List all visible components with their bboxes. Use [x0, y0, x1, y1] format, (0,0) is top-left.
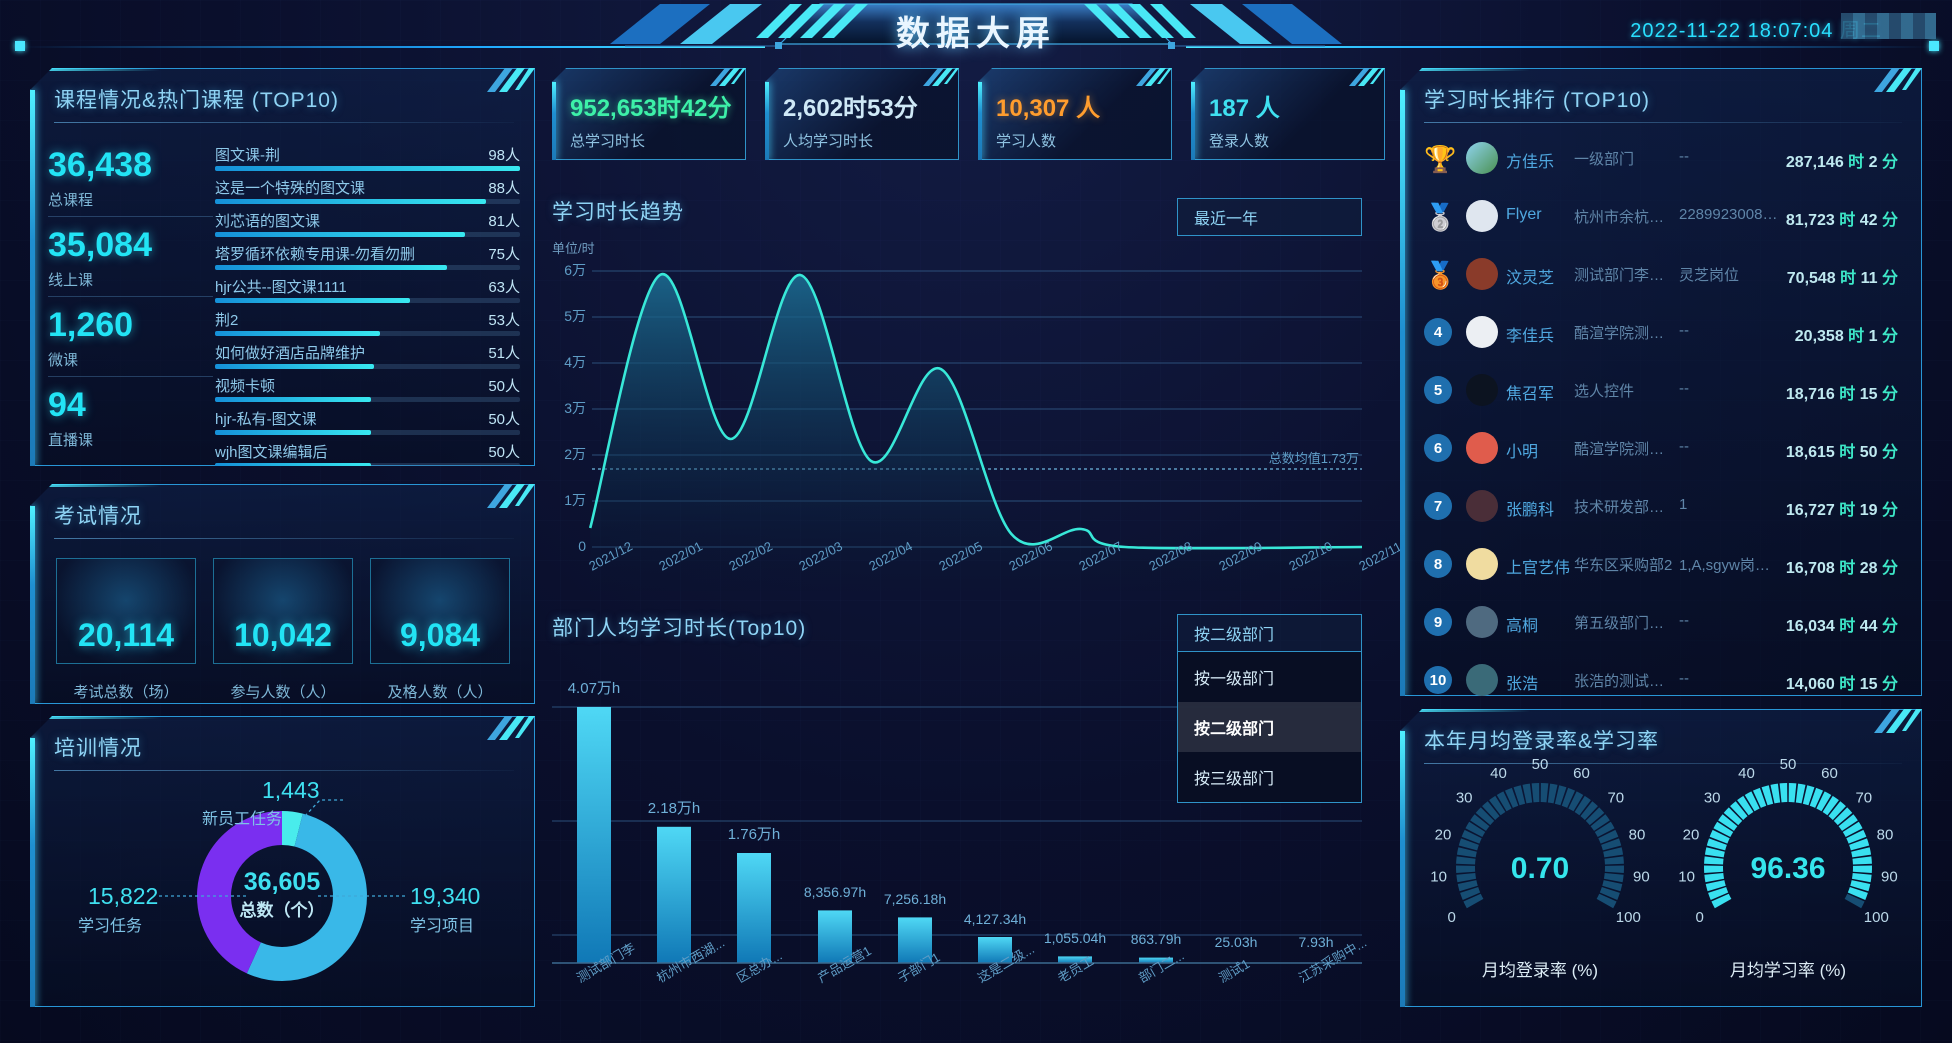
svg-text:96.36: 96.36: [1750, 852, 1825, 885]
svg-text:30: 30: [1456, 790, 1473, 807]
svg-text:30: 30: [1704, 790, 1721, 807]
svg-text:2.18万h: 2.18万h: [648, 800, 701, 817]
svg-text:70: 70: [1607, 790, 1624, 807]
svg-text:25.03h: 25.03h: [1215, 934, 1258, 950]
svg-text:1,443: 1,443: [262, 777, 320, 803]
svg-text:1.76万h: 1.76万h: [728, 826, 781, 843]
svg-text:4,127.34h: 4,127.34h: [964, 911, 1026, 927]
svg-text:6万: 6万: [564, 262, 586, 278]
svg-text:测试1: 测试1: [1216, 956, 1252, 986]
svg-text:15,822: 15,822: [88, 883, 158, 909]
svg-text:20: 20: [1435, 826, 1452, 843]
svg-text:0.70: 0.70: [1511, 852, 1569, 885]
svg-text:5万: 5万: [564, 308, 586, 324]
svg-text:7.93h: 7.93h: [1298, 934, 1333, 950]
svg-text:学习任务: 学习任务: [78, 917, 142, 935]
svg-text:100: 100: [1616, 909, 1641, 926]
svg-text:20: 20: [1683, 826, 1700, 843]
svg-text:0: 0: [1448, 909, 1456, 926]
svg-text:80: 80: [1629, 826, 1646, 843]
svg-text:40: 40: [1490, 765, 1507, 782]
svg-text:4.07万h: 4.07万h: [568, 680, 621, 697]
svg-text:10: 10: [1430, 869, 1447, 886]
svg-text:0: 0: [578, 538, 586, 554]
svg-text:总数（个）: 总数（个）: [240, 900, 325, 920]
svg-text:36,605: 36,605: [244, 868, 321, 896]
svg-text:90: 90: [1633, 869, 1650, 886]
svg-text:10: 10: [1678, 869, 1695, 886]
svg-text:863.79h: 863.79h: [1131, 931, 1182, 947]
svg-text:7,256.18h: 7,256.18h: [884, 891, 946, 907]
svg-text:4万: 4万: [564, 354, 586, 370]
svg-text:19,340: 19,340: [410, 883, 480, 909]
svg-text:100: 100: [1864, 909, 1889, 926]
svg-text:1万: 1万: [564, 492, 586, 508]
svg-text:90: 90: [1881, 869, 1898, 886]
svg-text:总数均值1.73万: 总数均值1.73万: [1269, 451, 1359, 466]
svg-text:部门二...: 部门二...: [1136, 948, 1187, 986]
svg-text:50: 50: [1780, 756, 1797, 773]
svg-text:40: 40: [1738, 765, 1755, 782]
svg-text:50: 50: [1532, 756, 1549, 773]
svg-text:新员工任务: 新员工任务: [202, 810, 282, 828]
svg-text:3万: 3万: [564, 400, 586, 416]
svg-text:80: 80: [1877, 826, 1894, 843]
svg-text:学习项目: 学习项目: [410, 917, 474, 935]
svg-text:0: 0: [1696, 909, 1704, 926]
svg-text:2万: 2万: [564, 446, 586, 462]
svg-text:60: 60: [1573, 765, 1590, 782]
svg-text:1,055.04h: 1,055.04h: [1044, 930, 1106, 946]
svg-text:60: 60: [1821, 765, 1838, 782]
svg-text:70: 70: [1855, 790, 1872, 807]
svg-text:8,356.97h: 8,356.97h: [804, 884, 866, 900]
